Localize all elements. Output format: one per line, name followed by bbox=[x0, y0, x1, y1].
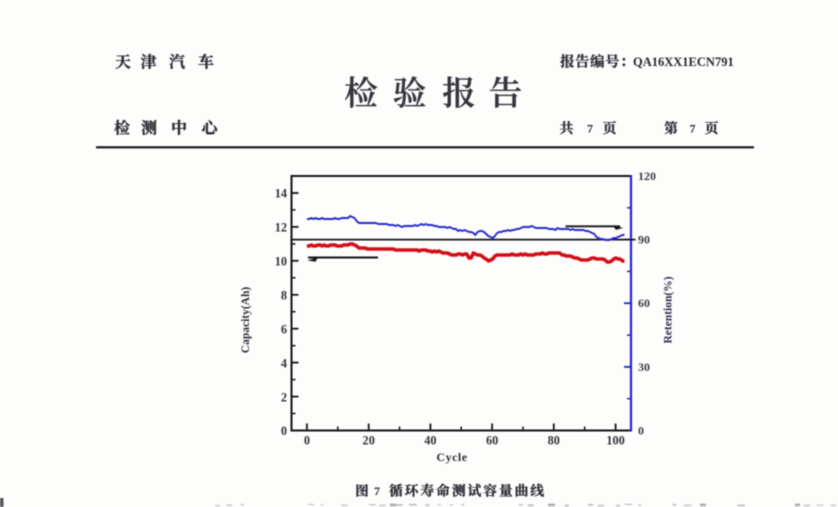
svg-text:QA16XX1ECN791: QA16XX1ECN791 bbox=[633, 55, 734, 69]
svg-text:30: 30 bbox=[638, 360, 650, 374]
svg-text:120: 120 bbox=[638, 169, 656, 183]
svg-text:Retention(%): Retention(%) bbox=[663, 276, 675, 343]
svg-text:60: 60 bbox=[638, 296, 650, 310]
svg-text:40: 40 bbox=[424, 434, 436, 448]
svg-text:90: 90 bbox=[638, 233, 650, 247]
svg-text:0: 0 bbox=[638, 424, 644, 438]
svg-text:100: 100 bbox=[606, 434, 624, 448]
svg-text:6: 6 bbox=[281, 322, 287, 336]
svg-text:0: 0 bbox=[281, 424, 287, 438]
svg-text:60: 60 bbox=[486, 434, 498, 448]
svg-text:7: 7 bbox=[587, 122, 593, 136]
svg-text:12: 12 bbox=[275, 221, 287, 235]
svg-text:7: 7 bbox=[374, 484, 380, 498]
svg-text:7: 7 bbox=[690, 122, 696, 136]
svg-text:14: 14 bbox=[275, 187, 287, 201]
svg-text:80: 80 bbox=[548, 434, 560, 448]
svg-text:Cycle: Cycle bbox=[436, 450, 467, 464]
svg-text:2: 2 bbox=[281, 390, 287, 404]
svg-text:Capacity(Ah): Capacity(Ah) bbox=[240, 287, 252, 354]
svg-text:20: 20 bbox=[363, 434, 375, 448]
svg-text:4: 4 bbox=[281, 356, 287, 370]
svg-text:8: 8 bbox=[281, 289, 287, 303]
svg-text:0: 0 bbox=[304, 434, 310, 448]
svg-text:10: 10 bbox=[275, 255, 287, 269]
